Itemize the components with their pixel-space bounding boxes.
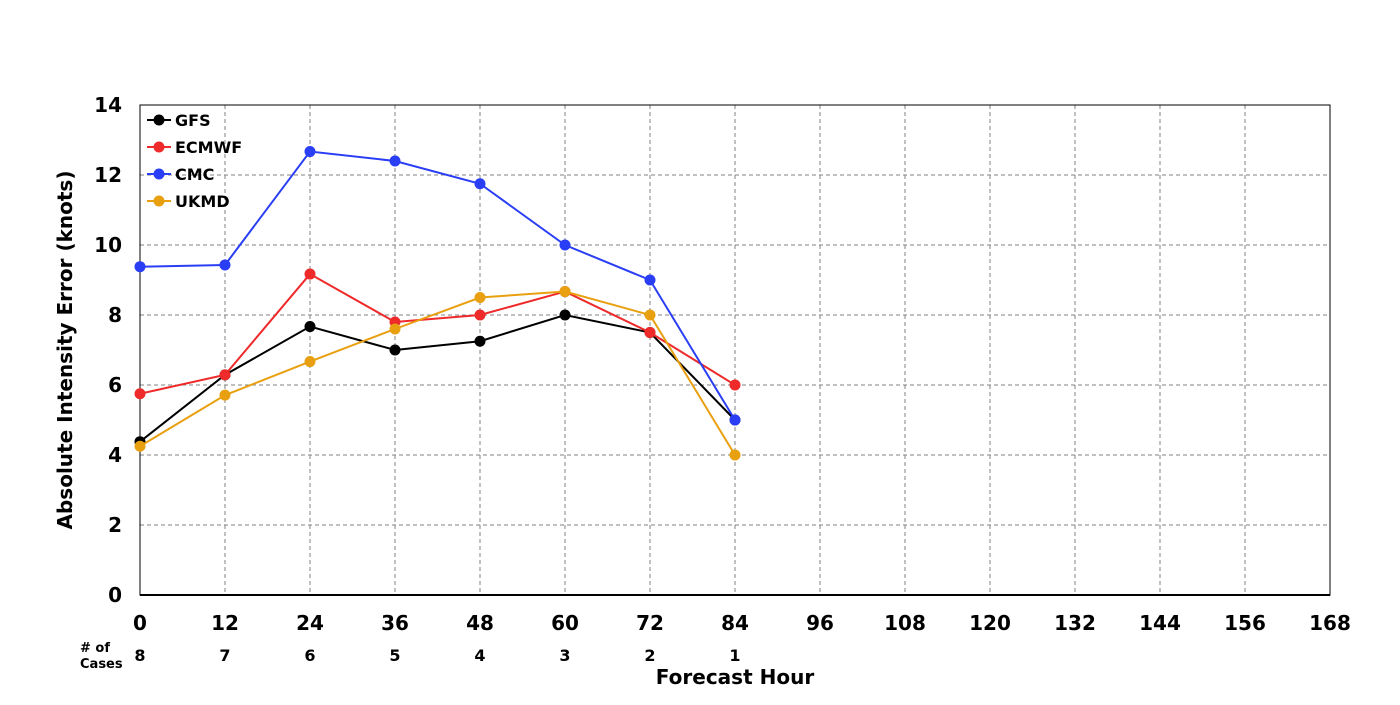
data-point-ecmwf (474, 309, 486, 321)
data-point-ecmwf (729, 379, 741, 391)
data-point-gfs (559, 309, 571, 321)
x-tick-label: 60 (551, 611, 579, 635)
x-tick-label: 72 (636, 611, 664, 635)
series-line-cmc (139, 150, 736, 421)
legend-marker-cmc (153, 168, 165, 180)
series-line-ecmwf (139, 272, 736, 395)
cases-row-label: # of (80, 641, 110, 656)
case-count-label: 2 (644, 646, 655, 665)
data-point-ukmd (389, 323, 401, 335)
case-count-label: 5 (389, 646, 400, 665)
series-line-ukmd (139, 290, 736, 456)
data-point-cmc (304, 146, 316, 158)
legend-label-gfs: GFS (175, 111, 211, 130)
x-tick-label: 120 (969, 611, 1011, 635)
legend-marker-ukmd (153, 195, 165, 207)
data-point-gfs (474, 335, 486, 347)
data-point-cmc (644, 274, 656, 286)
data-point-ukmd (304, 356, 316, 368)
y-tick-label: 10 (94, 233, 122, 257)
x-tick-label: 84 (721, 611, 749, 635)
x-tick-label: 0 (133, 611, 147, 635)
data-point-cmc (559, 239, 571, 251)
x-tick-label: 12 (211, 611, 239, 635)
y-tick-label: 12 (94, 163, 122, 187)
data-point-gfs (304, 321, 316, 333)
case-count-label: 1 (729, 646, 740, 665)
axis-ticks: 0 12 24 36 48 60 72 84 96 108 120 132 144 156 16802468… (94, 93, 1351, 635)
x-tick-label: 24 (296, 611, 324, 635)
y-axis-label: Absolute Intensity Error (knots) (53, 171, 77, 530)
data-point-cmc (474, 178, 486, 190)
legend-label-ecmwf: ECMWF (175, 138, 242, 157)
data-point-ecmwf (219, 369, 231, 381)
legend-label-cmc: CMC (175, 165, 214, 184)
y-tick-label: 14 (94, 93, 122, 117)
legend-marker-gfs (153, 114, 165, 126)
data-point-cmc (134, 261, 146, 273)
series-lines (134, 146, 741, 461)
x-tick-label: 144 (1139, 611, 1181, 635)
legend: GFS ECMWF CMC UKMD (147, 111, 242, 211)
x-tick-label: 156 (1224, 611, 1266, 635)
data-point-cmc (219, 259, 231, 271)
x-tick-label: 48 (466, 611, 494, 635)
y-tick-label: 0 (108, 583, 122, 607)
data-point-ukmd (219, 389, 231, 401)
x-tick-label: 96 (806, 611, 834, 635)
data-point-ukmd (644, 309, 656, 321)
y-tick-label: 6 (108, 373, 122, 397)
x-tick-label: 36 (381, 611, 409, 635)
case-count-label: 8 (134, 646, 145, 665)
grid-lines (140, 105, 1330, 595)
case-count-label: 6 (304, 646, 315, 665)
data-point-cmc (389, 155, 401, 167)
data-point-ukmd (474, 292, 486, 303)
x-tick-label: 108 (884, 611, 926, 635)
y-tick-label: 8 (108, 303, 122, 327)
legend-label-ukmd: UKMD (175, 192, 230, 211)
case-count-label: 4 (474, 646, 485, 665)
cases-row-label: Cases (80, 657, 123, 672)
legend-marker-ecmwf (153, 141, 165, 153)
data-point-ukmd (559, 286, 571, 298)
data-point-ecmwf (304, 268, 316, 280)
case-count-label: 7 (219, 646, 230, 665)
x-tick-label: 168 (1309, 611, 1351, 635)
case-count-label: 3 (559, 646, 570, 665)
series-line-gfs (139, 313, 736, 443)
data-point-gfs (389, 344, 401, 356)
x-axis-label: Forecast Hour (656, 665, 815, 689)
data-point-ukmd (134, 440, 146, 452)
y-tick-label: 4 (108, 443, 122, 467)
data-point-ecmwf (644, 327, 656, 338)
data-point-cmc (729, 414, 741, 426)
data-point-ukmd (729, 449, 741, 461)
data-point-ecmwf (134, 388, 146, 400)
y-tick-label: 2 (108, 513, 122, 537)
x-tick-label: 132 (1054, 611, 1096, 635)
